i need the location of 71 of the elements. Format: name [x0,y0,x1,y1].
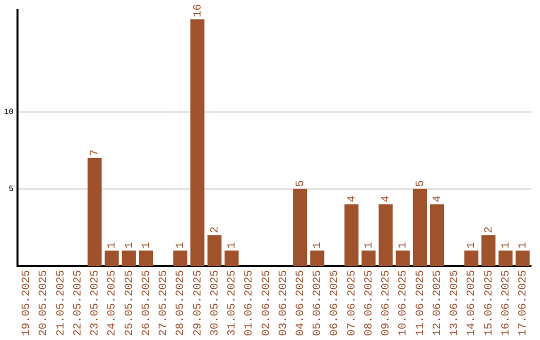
data-label: 4 [432,195,444,202]
x-tick-label: 09.06.2025 [380,270,393,336]
bar [378,204,393,266]
x-tick-label: 25.05.2025 [124,270,136,336]
x-tick-label: 24.05.2025 [106,270,119,336]
x-tick-label: 08.06.2025 [363,270,376,336]
x-tick-label: 12.06.2025 [432,270,444,336]
bar [88,158,102,266]
bar [430,204,444,266]
x-tick-label: 31.05.2025 [226,270,239,336]
data-label: 1 [363,242,376,249]
data-label: 5 [414,180,427,187]
x-tick-label: 07.06.2025 [346,270,358,336]
bar [207,235,222,266]
x-tick-label: 05.06.2025 [312,270,324,336]
bar [362,250,376,266]
data-label: 1 [312,242,324,249]
bar [173,250,188,266]
data-label: 2 [209,226,222,234]
bar [344,204,358,266]
y-tick-label: 10 [4,108,14,117]
x-tick-label: 28.05.2025 [175,270,188,336]
x-tick-label: 13.06.2025 [449,270,462,336]
bar [516,250,530,266]
data-label: 4 [346,195,358,202]
bar [310,250,324,266]
data-label: 1 [226,242,239,249]
bar [224,250,239,266]
data-label: 16 [192,4,204,18]
x-tick-label: 27.05.2025 [158,270,170,336]
data-label: 1 [175,242,188,249]
data-label: 5 [295,180,307,187]
data-label: 1 [106,242,119,249]
x-tick-label: 15.06.2025 [483,270,496,336]
x-tick-label: 11.06.2025 [414,270,427,336]
x-tick-label: 26.05.2025 [140,270,153,336]
x-tick-label: 29.05.2025 [192,270,204,336]
data-label: 1 [466,242,478,249]
x-tick-label: 21.05.2025 [55,270,68,336]
data-label: 4 [380,195,393,202]
data-label: 1 [500,242,512,249]
bar [122,250,136,266]
x-tick-label: 02.06.2025 [260,270,273,336]
bar [412,188,427,266]
bar [481,235,496,266]
x-tick-label: 01.06.2025 [244,270,256,336]
x-tick-label: 30.05.2025 [209,270,222,336]
data-label: 1 [518,242,530,249]
x-tick-label: 22.05.2025 [72,270,84,336]
bar [293,188,308,266]
x-tick-label: 06.06.2025 [329,270,342,336]
bar [498,250,513,266]
bar [138,250,154,266]
x-tick-label: 04.06.2025 [295,270,307,336]
x-tick-label: 23.05.2025 [90,270,102,336]
x-tick-label: 03.06.2025 [278,270,290,336]
x-tick-label: 14.06.2025 [466,270,478,336]
x-tick-label: 16.06.2025 [500,270,512,336]
bar [464,250,478,266]
bar [104,250,119,266]
bar [190,19,204,266]
data-label: 1 [398,242,410,249]
x-tick-label: 17.06.2025 [518,270,530,336]
x-tick-label: 20.05.2025 [38,270,50,336]
data-label: 7 [90,149,102,156]
data-label: 2 [483,226,496,234]
x-tick-label: 10.06.2025 [398,270,410,336]
bar [396,250,410,266]
data-label: 1 [140,242,153,249]
x-tick-label: 19.05.2025 [21,270,34,336]
data-label: 1 [124,242,136,249]
